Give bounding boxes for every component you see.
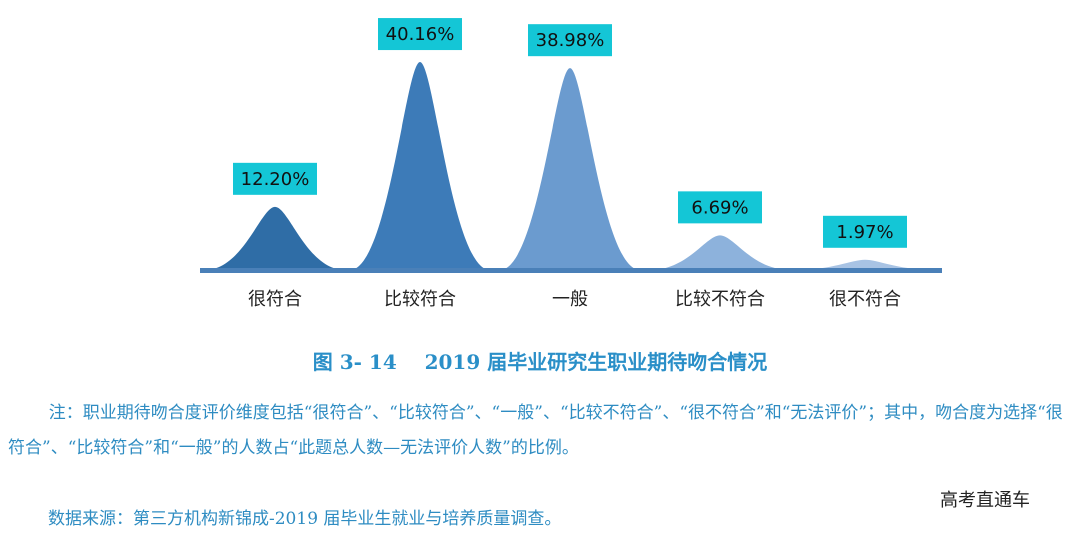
category-label: 一般 — [552, 289, 588, 310]
watermark: 高考直通车 — [940, 490, 1030, 511]
value-label: 40.16% — [386, 24, 455, 45]
baseline — [200, 268, 942, 273]
value-label-box — [823, 215, 907, 248]
value-label: 6.69% — [691, 197, 748, 218]
category-label: 很符合 — [248, 289, 302, 310]
value-label-box — [233, 162, 317, 195]
category-label: 比较不符合 — [675, 289, 765, 310]
peak — [205, 206, 345, 270]
value-label-box — [678, 191, 762, 224]
figure-caption: 图 3- 14 2019 届毕业研究生职业期待吻合情况 — [312, 350, 768, 374]
peak — [500, 68, 640, 270]
category-label: 比较符合 — [384, 289, 456, 310]
category-label: 很不符合 — [829, 289, 901, 310]
peak — [350, 62, 490, 271]
note: 注：职业期待吻合度评价维度包括“很符合”、“比较符合”、“一般”、“比较不符合”… — [8, 403, 1063, 458]
data-source: 数据来源：第三方机构新锦成-2019 届毕业生就业与培养质量调查。 — [48, 509, 562, 529]
value-label: 1.97% — [836, 222, 893, 243]
peak — [650, 235, 790, 270]
value-label: 38.98% — [536, 30, 605, 51]
value-label-box — [528, 24, 612, 57]
peak — [795, 259, 935, 270]
value-label: 12.20% — [241, 169, 310, 190]
value-label-box — [378, 18, 462, 51]
chart: 12.20% 很符合 40.16% 比较符合 38.98% 一般 6.69% 比较不符合 1.9… — [200, 18, 942, 310]
